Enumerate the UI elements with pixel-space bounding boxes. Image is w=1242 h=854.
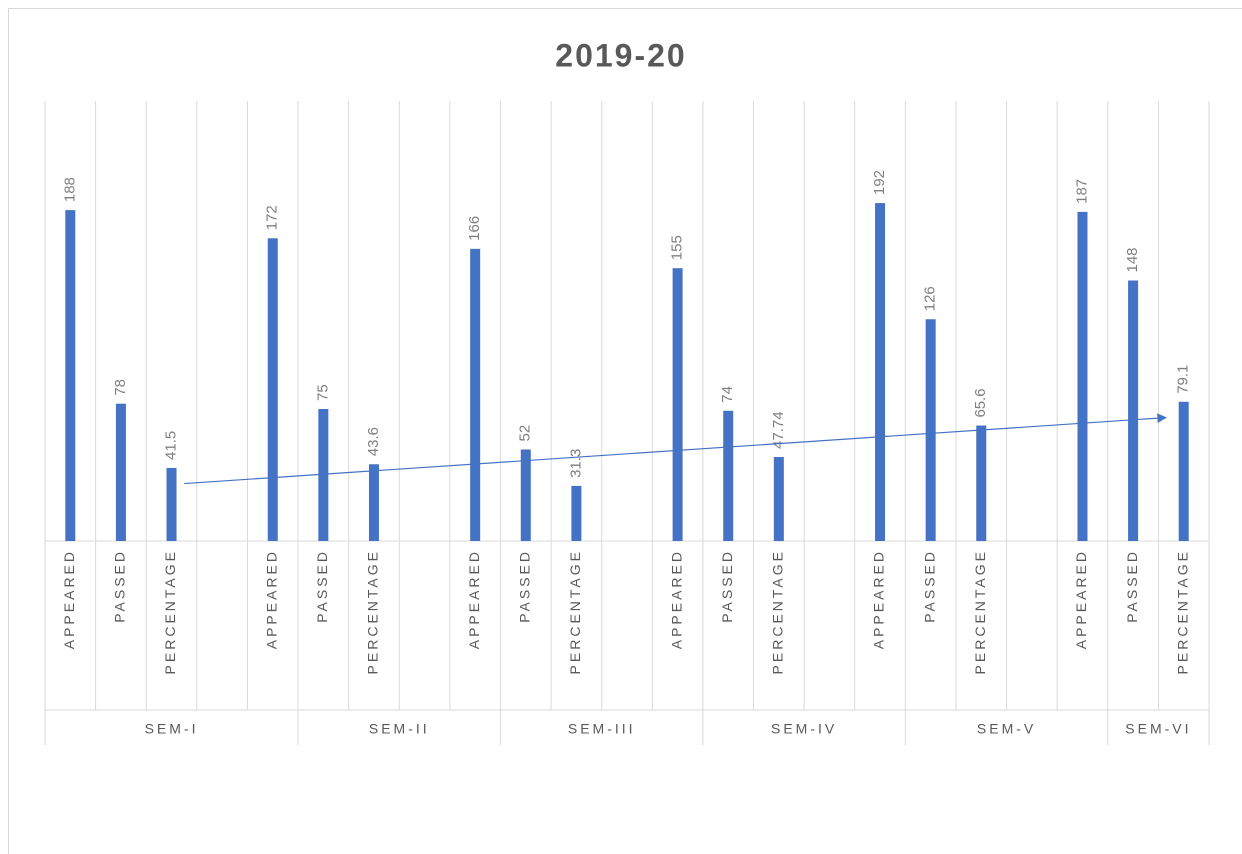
- trendline: [184, 413, 1167, 485]
- bar: [520, 449, 531, 541]
- x-tick-label: PERCENTAGE: [567, 549, 583, 674]
- data-label: 43.6: [365, 427, 382, 456]
- data-label: 31.3: [567, 449, 584, 478]
- bar: [65, 210, 76, 541]
- x-tick-label: APPEARED: [466, 549, 482, 649]
- data-label: 148: [1124, 247, 1141, 272]
- group-label: SEM-III: [568, 721, 636, 737]
- data-label: 166: [466, 216, 483, 241]
- data-label: 188: [61, 177, 78, 202]
- bar: [723, 410, 734, 541]
- group-label: SEM-VI: [1125, 721, 1191, 737]
- x-tick-label: PERCENTAGE: [162, 549, 178, 674]
- bar: [976, 425, 987, 541]
- x-tick-label: PASSED: [921, 549, 937, 623]
- x-tick-label: APPEARED: [263, 549, 279, 649]
- bar: [571, 485, 582, 541]
- data-label: 155: [669, 235, 686, 260]
- data-label: 74: [719, 386, 736, 403]
- group-label: SEM-V: [977, 721, 1036, 737]
- group-label: SEM-II: [369, 721, 430, 737]
- bar: [672, 268, 683, 541]
- data-label: 47.74: [770, 411, 787, 449]
- x-tick-label: PERCENTAGE: [365, 549, 381, 674]
- data-label: 192: [871, 170, 888, 195]
- x-tick-label: APPEARED: [61, 549, 77, 649]
- bar: [1077, 211, 1088, 541]
- x-tick-label: PASSED: [314, 549, 330, 623]
- chart-border: [8, 8, 1242, 854]
- x-tick-label: APPEARED: [871, 549, 887, 649]
- x-tick-label: APPEARED: [1073, 549, 1089, 649]
- x-tick-label: PASSED: [516, 549, 532, 623]
- bar: [267, 238, 278, 541]
- x-tick-label: PASSED: [112, 549, 128, 623]
- bar: [1128, 280, 1139, 541]
- x-tick-label: PERCENTAGE: [770, 549, 786, 674]
- bar: [470, 248, 481, 541]
- data-label: 75: [314, 384, 331, 401]
- data-label: 78: [112, 379, 129, 396]
- bar: [773, 456, 784, 541]
- data-label: 41.5: [162, 431, 179, 460]
- x-tick-label: APPEARED: [668, 549, 684, 649]
- group-label: SEM-I: [145, 721, 199, 737]
- data-label: 79.1: [1175, 365, 1192, 394]
- bar: [318, 409, 329, 541]
- bar: [368, 464, 379, 541]
- bar: [1178, 401, 1189, 541]
- data-label: 65.6: [972, 388, 989, 417]
- data-label: 52: [517, 425, 534, 442]
- bar: [115, 403, 126, 541]
- data-label: 126: [922, 286, 939, 311]
- group-label: SEM-IV: [771, 721, 837, 737]
- bar: [166, 467, 177, 541]
- x-tick-label: PASSED: [719, 549, 735, 623]
- chart-title: 2019-20: [555, 37, 686, 73]
- x-tick-label: PASSED: [1124, 549, 1140, 623]
- x-tick-label: PERCENTAGE: [1174, 549, 1190, 674]
- data-label: 187: [1073, 179, 1090, 204]
- x-tick-label: PERCENTAGE: [972, 549, 988, 674]
- bar: [925, 319, 936, 541]
- bar: [875, 203, 886, 541]
- data-label: 172: [264, 205, 281, 230]
